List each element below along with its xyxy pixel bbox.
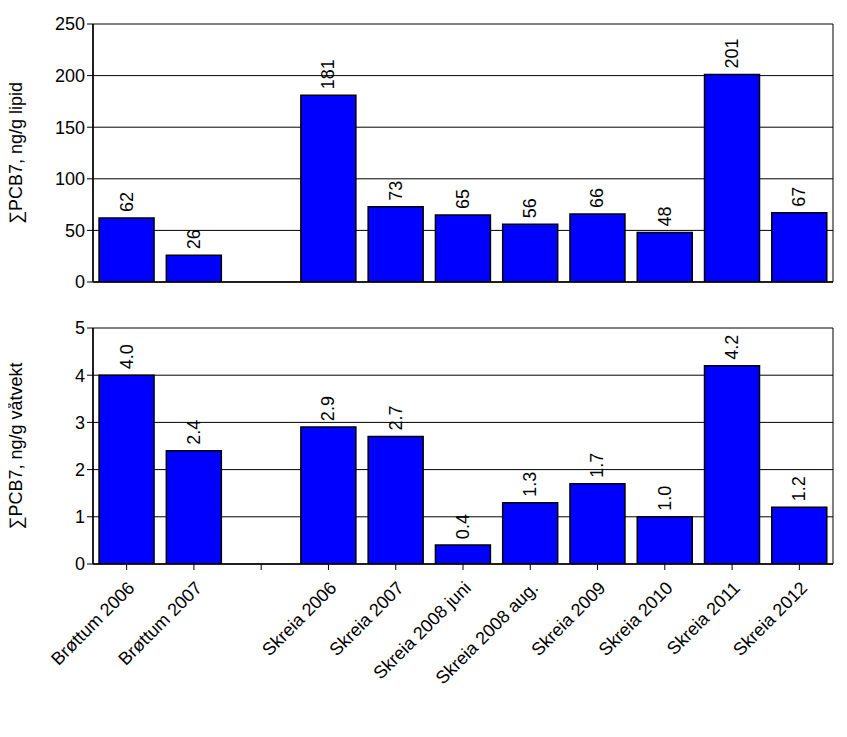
svg-text:250: 250 (55, 14, 85, 34)
svg-text:∑PCB7, ng/g våtvekt: ∑PCB7, ng/g våtvekt (8, 363, 26, 530)
svg-text:56: 56 (520, 198, 540, 218)
svg-text:5: 5 (75, 318, 85, 338)
svg-text:Brøttum 2006: Brøttum 2006 (47, 577, 139, 669)
svg-text:1.2: 1.2 (789, 476, 809, 501)
svg-text:Skreia 2011: Skreia 2011 (662, 577, 744, 659)
svg-text:Skreia 2008 aug.: Skreia 2008 aug. (432, 578, 542, 688)
svg-text:62: 62 (117, 192, 137, 212)
svg-text:50: 50 (65, 221, 85, 241)
svg-text:200: 200 (55, 66, 85, 86)
svg-text:Skreia 2006: Skreia 2006 (258, 577, 341, 660)
svg-text:65: 65 (453, 189, 473, 209)
svg-text:Skreia 2012: Skreia 2012 (729, 578, 811, 660)
svg-text:100: 100 (55, 169, 85, 189)
svg-text:1: 1 (75, 507, 85, 527)
svg-text:0: 0 (75, 554, 85, 574)
svg-text:Skreia 2007: Skreia 2007 (325, 577, 408, 660)
svg-text:26: 26 (184, 229, 204, 249)
svg-text:4: 4 (75, 366, 85, 386)
svg-text:0: 0 (75, 272, 85, 292)
svg-text:3: 3 (75, 413, 85, 433)
svg-text:66: 66 (587, 188, 607, 208)
svg-text:2.4: 2.4 (184, 420, 204, 445)
svg-text:0.4: 0.4 (453, 514, 473, 539)
svg-text:1.3: 1.3 (520, 472, 540, 497)
svg-text:Skreia 2009: Skreia 2009 (527, 577, 610, 660)
svg-text:1.0: 1.0 (655, 486, 675, 511)
svg-text:181: 181 (318, 59, 338, 89)
svg-text:4.2: 4.2 (722, 335, 742, 360)
svg-text:2.9: 2.9 (318, 396, 338, 421)
svg-text:Skreia 2010: Skreia 2010 (594, 577, 677, 660)
svg-text:2: 2 (75, 460, 85, 480)
svg-text:∑PCB7, ng/g lipid: ∑PCB7, ng/g lipid (8, 82, 26, 224)
svg-text:73: 73 (386, 181, 406, 201)
svg-text:4.0: 4.0 (117, 344, 137, 369)
svg-text:Brøttum 2007: Brøttum 2007 (115, 578, 206, 669)
svg-text:2.7: 2.7 (386, 406, 406, 431)
svg-text:1.7: 1.7 (587, 453, 607, 478)
svg-text:201: 201 (722, 39, 742, 69)
svg-text:Skreia 2008 juni: Skreia 2008 juni (369, 577, 475, 684)
svg-text:48: 48 (655, 206, 675, 226)
svg-text:150: 150 (55, 118, 85, 138)
svg-text:67: 67 (789, 187, 809, 207)
